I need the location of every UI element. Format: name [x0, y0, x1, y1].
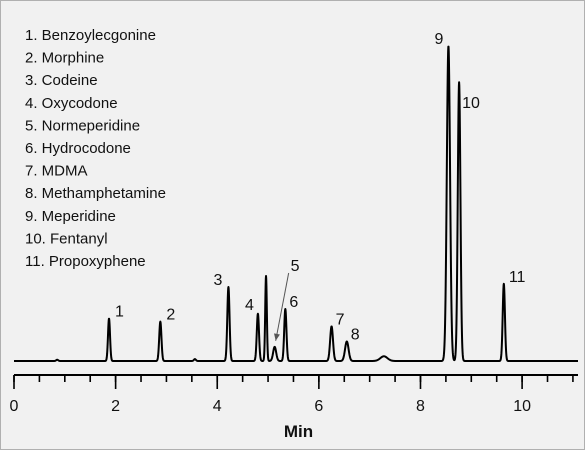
legend-entry: 11. Propoxyphene: [25, 253, 146, 270]
legend-entry: 6. Hydrocodone: [25, 140, 131, 157]
peak-label-11: 11: [509, 269, 526, 286]
peak-label-9: 9: [435, 31, 444, 48]
legend-entry: 2. Morphine: [25, 50, 104, 67]
peak-label-3: 3: [214, 272, 223, 289]
legend-entry: 10. Fentanyl: [25, 230, 108, 247]
chromatogram-trace: [13, 45, 579, 362]
x-tick-label: 4: [213, 398, 222, 415]
peak-labels: 1 2 3 4 5 6 78 9 10 11: [115, 31, 526, 343]
legend: 1. Benzoylecgonine 2. Morphine 3. Codeine 4…: [25, 27, 166, 270]
legend-entry: 7. MDMA: [25, 163, 88, 180]
peak-label-6: 6: [289, 294, 298, 311]
x-tick-label: 0: [10, 398, 19, 415]
legend-entry: 4. Oxycodone: [25, 95, 118, 112]
legend-entry: 5. Normeperidine: [25, 117, 140, 134]
x-tick-label: 6: [314, 398, 323, 415]
legend-entry: 8. Methamphetamine: [25, 185, 166, 202]
x-tick-label: 8: [416, 398, 425, 415]
legend-entry: 3. Codeine: [25, 72, 98, 89]
peak-label-4: 4: [245, 297, 254, 314]
peak-label-10: 10: [462, 95, 480, 112]
peak-label-2: 2: [166, 307, 175, 324]
peak-label-8: 8: [351, 326, 360, 343]
x-tick-label: 2: [111, 398, 120, 415]
peak-5-pointer-line: [275, 272, 290, 341]
legend-entry: 1. Benzoylecgonine: [25, 27, 156, 44]
peak-label-7: 7: [336, 311, 345, 328]
x-axis-label: Min: [284, 422, 313, 441]
x-tick-label: 10: [513, 398, 531, 415]
peak-label-5: 5: [291, 258, 300, 275]
x-axis-ticks: 0 2 4 6 8 10: [10, 375, 574, 415]
peak-label-1: 1: [115, 303, 124, 320]
legend-entry: 9. Meperidine: [25, 208, 116, 225]
peak-5-arrowhead: [274, 333, 280, 341]
